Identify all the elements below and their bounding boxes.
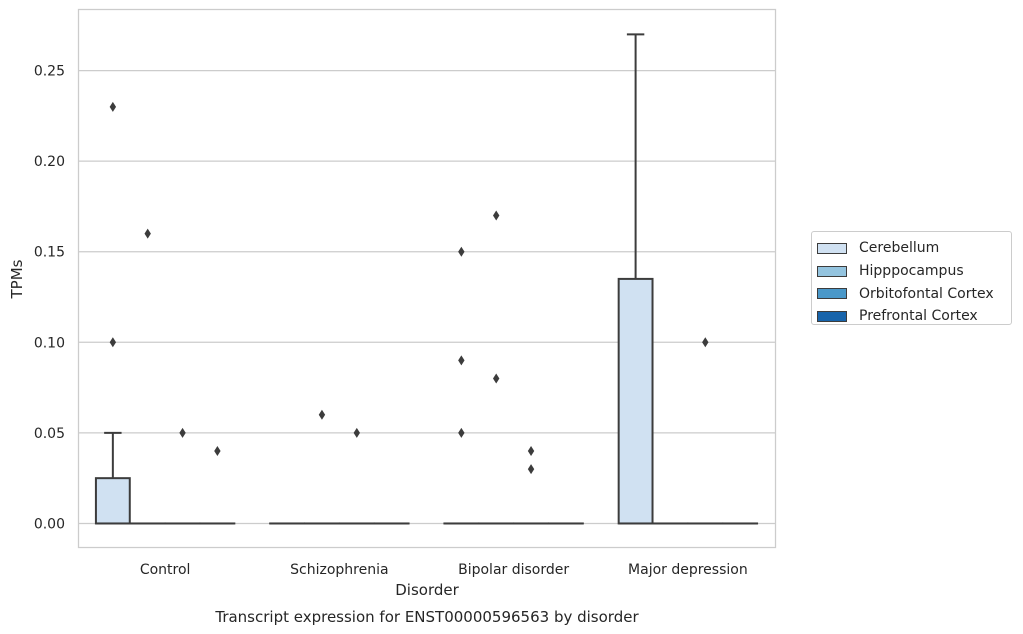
boxes xyxy=(94,33,759,525)
outlier-point xyxy=(527,445,535,456)
y-tick-label: 0.00 xyxy=(34,516,65,532)
y-tick-label: 0.15 xyxy=(34,245,65,261)
x-tick-label: Major depression xyxy=(628,562,748,578)
outlier-point xyxy=(458,246,465,257)
chart-title: Transcript expression for ENST0000059656… xyxy=(214,608,639,626)
legend-item: Cerebellum xyxy=(817,237,1011,260)
y-tick-label: 0.05 xyxy=(34,426,65,442)
outlier-points xyxy=(109,101,709,475)
legend-item: Hipppocampus xyxy=(817,260,1011,283)
outlier-point xyxy=(702,337,709,348)
outlier-point xyxy=(458,355,465,366)
legend-swatch xyxy=(817,310,847,322)
outlier-point xyxy=(109,337,117,348)
x-tick-labels: Control Schizophrenia Bipolar disorder Majo… xyxy=(140,562,748,578)
y-tick-label: 0.25 xyxy=(34,64,65,80)
outlier-point xyxy=(353,427,360,438)
gridlines xyxy=(78,69,775,525)
x-tick-label: Control xyxy=(140,562,191,578)
legend-label: Prefrontal Cortex xyxy=(859,308,978,325)
legend-item: Orbitofontal Cortex xyxy=(817,282,1011,305)
box xyxy=(94,477,131,525)
outlier-point xyxy=(318,409,326,420)
outlier-point xyxy=(214,445,221,456)
box-cerebellum xyxy=(617,33,654,525)
x-tick-label: Bipolar disorder xyxy=(458,562,569,578)
legend-label: Orbitofontal Cortex xyxy=(859,285,994,302)
outlier-point xyxy=(179,427,186,438)
legend-label: Cerebellum xyxy=(859,240,940,257)
legend-item: Prefrontal Cortex xyxy=(817,305,1011,328)
legend-swatch xyxy=(817,242,847,254)
outlier-point xyxy=(109,101,117,112)
y-axis-label: TPMs xyxy=(8,259,26,299)
y-tick-labels: 0.00 0.05 0.10 0.15 0.20 0.25 xyxy=(34,64,65,533)
outlier-point xyxy=(144,228,151,239)
y-tick-label: 0.20 xyxy=(34,154,65,170)
box-cerebellum xyxy=(94,431,131,525)
outlier-point xyxy=(527,464,535,475)
x-axis-label: Disorder xyxy=(395,581,459,599)
legend-swatch xyxy=(817,265,847,277)
legend-label: Hipppocampus xyxy=(859,263,964,280)
x-tick-label: Schizophrenia xyxy=(290,562,388,578)
outlier-point xyxy=(493,210,500,221)
legend: Cerebellum Hipppocampus Orbitofontal Corte… xyxy=(811,231,1012,325)
outlier-point xyxy=(493,373,500,384)
legend-swatch xyxy=(817,288,847,300)
y-tick-label: 0.10 xyxy=(34,335,65,351)
box xyxy=(617,277,654,525)
outlier-point xyxy=(458,427,465,438)
plot-frame xyxy=(77,8,777,549)
